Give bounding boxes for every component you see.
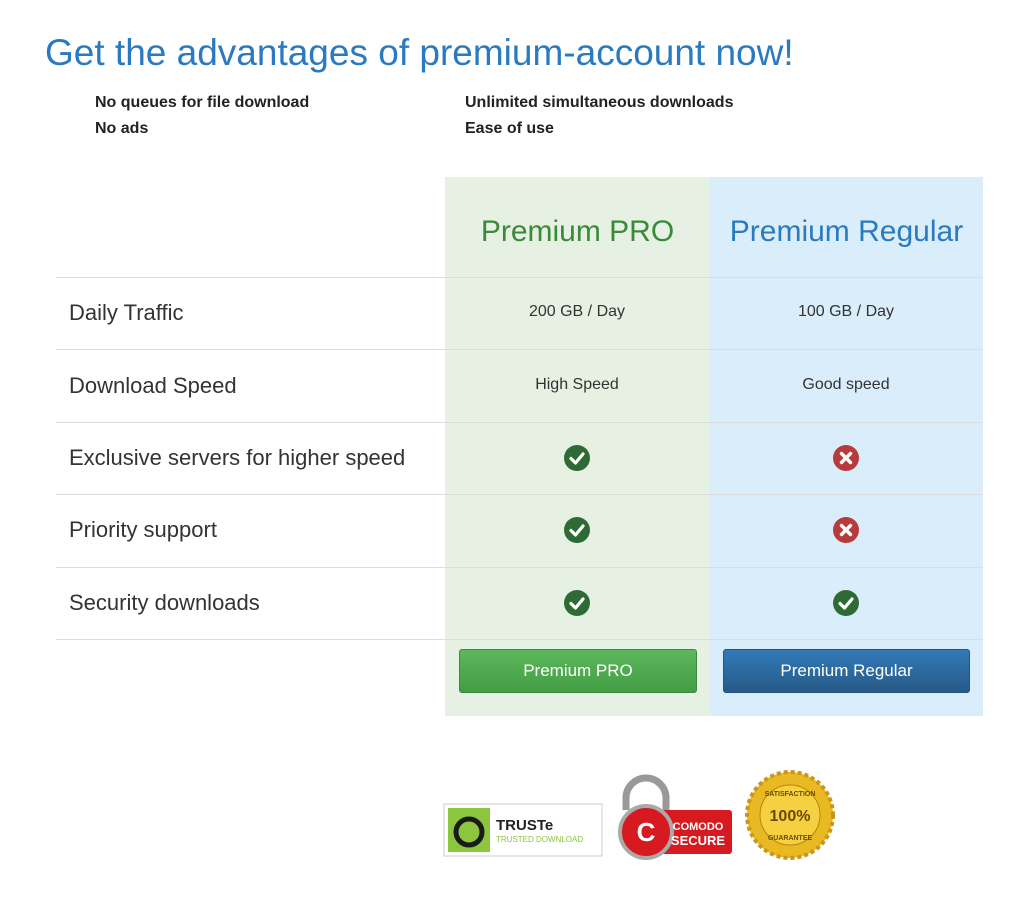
check-icon: [564, 589, 590, 616]
check-icon: [833, 589, 859, 616]
buy-button[interactable]: Premium PRO: [459, 649, 697, 693]
seal-top: SATISFACTION: [765, 791, 816, 798]
feature: Ease of use: [465, 120, 554, 137]
row-divider: [56, 422, 983, 423]
feature: No queues for file download: [95, 94, 310, 111]
seal-bottom: GUARANTEE: [768, 835, 813, 842]
cross-icon: [833, 517, 859, 544]
truste-badge: TRUSTe TRUSTED DOWNLOAD: [443, 803, 603, 857]
feature: Unlimited simultaneous downloads: [465, 94, 734, 111]
lock-shackle: [622, 774, 670, 810]
row-label: Exclusive servers for higher speed: [69, 445, 406, 470]
cross-icon: [833, 445, 859, 471]
check-icon: [564, 517, 590, 544]
cell-text: High Speed: [535, 375, 619, 393]
feature: No ads: [95, 120, 149, 137]
row-label: Priority support: [69, 517, 217, 543]
seal-inner: [759, 784, 821, 846]
row-divider: [56, 277, 983, 278]
badge-plate: [660, 810, 732, 854]
buy-button[interactable]: Premium Regular: [723, 649, 970, 693]
page-title: Get the advantages of premium-account no…: [45, 32, 794, 73]
trust-badges: TRUSTe TRUSTED DOWNLOAD C COMODO SECURE …: [443, 770, 835, 860]
comodo-badge: C COMODO SECURE: [618, 774, 732, 860]
plan-heading: Premium PRO: [480, 215, 675, 248]
cell-text: 100 GB / Day: [797, 303, 895, 321]
lock-letter: C: [637, 817, 656, 847]
badge-logo: [453, 816, 485, 848]
row-divider: [56, 494, 983, 495]
badge-tagline: TRUSTED DOWNLOAD: [496, 835, 583, 844]
seal-center: 100%: [770, 808, 811, 825]
guarantee-badge: SATISFACTION 100% GUARANTEE: [745, 770, 835, 860]
badge-name: COMODO: [673, 821, 724, 833]
row-divider: [56, 639, 983, 640]
lock-body: [618, 804, 674, 860]
cell-text: 200 GB / Day: [528, 303, 626, 321]
check-icon: [564, 445, 590, 471]
cell-text: Good speed: [802, 375, 890, 393]
row-label: Download Speed: [69, 372, 237, 398]
row-label: Daily Traffic: [69, 300, 184, 326]
row-divider: [56, 567, 983, 568]
plan-heading: Premium Regular: [729, 215, 964, 248]
row-label: Security downloads: [69, 589, 260, 615]
badge-tagline: SECURE: [671, 833, 726, 848]
badge-name: TRUSTe: [496, 817, 553, 834]
row-divider: [56, 349, 983, 350]
